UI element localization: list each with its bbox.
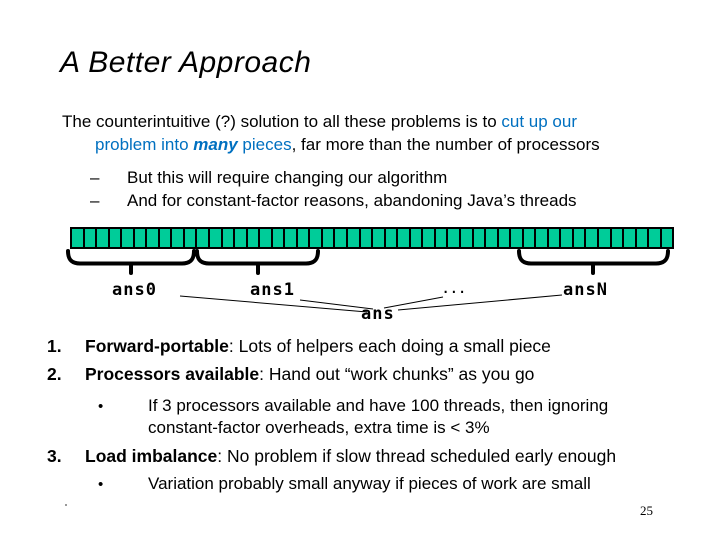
page-number: 25 bbox=[640, 503, 653, 518]
item-rest: : Lots of helpers each doing a small pie… bbox=[228, 336, 551, 356]
intro-line-1: The counterintuitive (?) solution to all… bbox=[62, 112, 577, 132]
intro-line1-blue: cut up our bbox=[501, 112, 577, 131]
slide-title: A Better Approach bbox=[60, 46, 312, 79]
numbered-item-3: 3. Load imbalance: No problem if slow th… bbox=[47, 446, 616, 467]
chunk-cell bbox=[197, 229, 211, 247]
item-lead: Load imbalance bbox=[85, 446, 218, 466]
intro-line2-blue-post: pieces bbox=[237, 135, 292, 154]
dash-item-text: But this will require changing our algor… bbox=[127, 168, 448, 187]
numbered-item-1: 1. Forward-portable: Lots of helpers eac… bbox=[47, 336, 551, 357]
chunk-cell bbox=[297, 229, 311, 247]
chunk-cell bbox=[222, 229, 236, 247]
chunk-cell bbox=[423, 229, 436, 247]
chunk-cell bbox=[247, 229, 261, 247]
chunk-cell bbox=[122, 229, 135, 247]
chunk-cell bbox=[72, 229, 85, 247]
chunk-cell bbox=[159, 229, 173, 247]
chunk-cell bbox=[373, 229, 386, 247]
dash-bullet: – bbox=[90, 191, 100, 210]
label-ans: ans bbox=[361, 304, 395, 324]
underbrace-ansN bbox=[517, 249, 670, 266]
chunk-cell bbox=[460, 229, 474, 247]
chunk-cell bbox=[448, 229, 461, 247]
chunk-cell bbox=[134, 229, 148, 247]
dash-item-1: – But this will require changing our algo… bbox=[90, 168, 447, 188]
chunk-cell bbox=[109, 229, 123, 247]
chunk-cell bbox=[586, 229, 599, 247]
sub-bullet-item2: • If 3 processors available and have 100… bbox=[98, 396, 608, 416]
dash-item-text: And for constant-factor reasons, abandon… bbox=[127, 191, 577, 210]
intro-line2-many: many bbox=[193, 135, 238, 154]
sub-bullet-item3: • Variation probably small anyway if pie… bbox=[98, 474, 591, 494]
numbered-item-2: 2. Processors available: Hand out “work … bbox=[47, 364, 534, 385]
underbrace-ans0 bbox=[66, 249, 196, 266]
item-number: 3. bbox=[47, 446, 62, 466]
chunk-cell bbox=[210, 229, 223, 247]
bullet-dot: • bbox=[98, 398, 104, 415]
chunk-cell bbox=[260, 229, 273, 247]
sub-bullet-text: Variation probably small anyway if piece… bbox=[148, 474, 591, 493]
chunk-cell bbox=[611, 229, 625, 247]
item-text: Forward-portable: Lots of helpers each d… bbox=[85, 336, 551, 357]
underbrace-ans1 bbox=[195, 249, 320, 266]
chunk-cell bbox=[335, 229, 349, 247]
chunk-cell bbox=[598, 229, 612, 247]
chunk-cell bbox=[84, 229, 98, 247]
intro-line2-black: , far more than the number of processors bbox=[291, 135, 600, 154]
chunk-cell bbox=[536, 229, 549, 247]
chunk-cell bbox=[322, 229, 336, 247]
footer-artifact-dot bbox=[65, 504, 67, 506]
label-ansN: ansN bbox=[563, 280, 608, 300]
chunk-cell bbox=[410, 229, 424, 247]
chunk-cell bbox=[272, 229, 286, 247]
chunk-cell bbox=[360, 229, 374, 247]
chunk-cell bbox=[385, 229, 399, 247]
chunk-cell bbox=[285, 229, 298, 247]
item-text: Processors available: Hand out “work chu… bbox=[85, 364, 534, 385]
chunk-cell bbox=[473, 229, 487, 247]
item-rest: : Hand out “work chunks” as you go bbox=[259, 364, 535, 384]
chunk-cell bbox=[561, 229, 574, 247]
item-number: 2. bbox=[47, 364, 62, 384]
label-ans0: ans0 bbox=[112, 280, 157, 300]
intro-line-2: problem into many pieces, far more than … bbox=[95, 135, 600, 155]
chunk-cell bbox=[573, 229, 587, 247]
label-ans1: ans1 bbox=[250, 280, 295, 300]
item-lead: Processors available bbox=[85, 364, 260, 384]
chunk-cell bbox=[348, 229, 361, 247]
chunk-cell bbox=[235, 229, 248, 247]
item-lead: Forward-portable bbox=[85, 336, 229, 356]
dash-item-2: – And for constant-factor reasons, abando… bbox=[90, 191, 577, 211]
chunk-cell bbox=[184, 229, 198, 247]
chunk-cell bbox=[498, 229, 512, 247]
chunk-cell bbox=[435, 229, 449, 247]
chunk-cell bbox=[511, 229, 524, 247]
sub-bullet-text-line1: If 3 processors available and have 100 t… bbox=[148, 396, 609, 415]
chunk-cell bbox=[310, 229, 323, 247]
connector-ansN bbox=[397, 294, 563, 311]
dash-bullet: – bbox=[90, 168, 100, 187]
bullet-dot: • bbox=[98, 476, 104, 493]
intro-line2-blue-pre: problem into bbox=[95, 135, 194, 154]
chunk-cell bbox=[661, 229, 673, 247]
sub-bullet-text-line2: constant-factor overheads, extra time is… bbox=[148, 418, 490, 437]
chunk-cell bbox=[649, 229, 662, 247]
chunk-cell bbox=[172, 229, 185, 247]
chunk-cell bbox=[147, 229, 160, 247]
chunk-cell bbox=[486, 229, 499, 247]
chunk-bar bbox=[70, 227, 674, 249]
chunk-cell bbox=[523, 229, 537, 247]
chunk-cell bbox=[97, 229, 110, 247]
item-number: 1. bbox=[47, 336, 62, 356]
chunk-cell bbox=[636, 229, 650, 247]
intro-line1-black: The counterintuitive (?) solution to all… bbox=[62, 112, 502, 131]
chunk-cell bbox=[548, 229, 562, 247]
item-text: Load imbalance: No problem if slow threa… bbox=[85, 446, 616, 467]
label-dots: ... bbox=[442, 282, 467, 296]
chunk-cell bbox=[398, 229, 411, 247]
item-rest: : No problem if slow thread scheduled ea… bbox=[217, 446, 617, 466]
chunk-cell bbox=[624, 229, 637, 247]
